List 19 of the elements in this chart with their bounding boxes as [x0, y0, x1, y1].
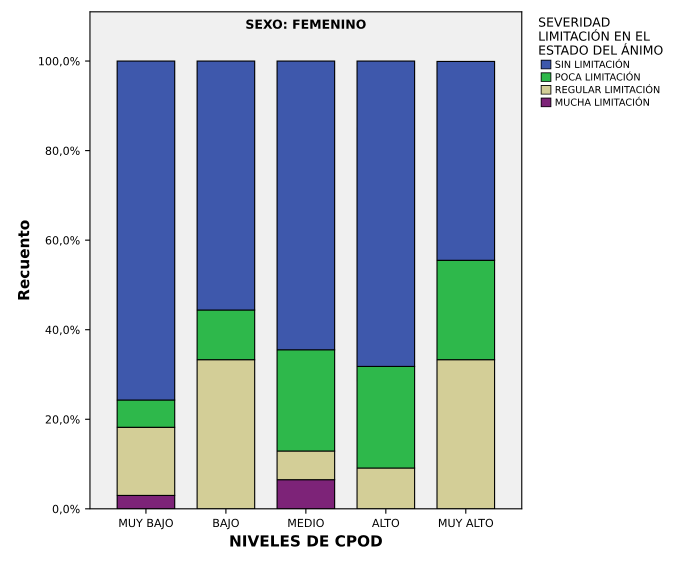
- y-tick-label: 60,0%: [46, 236, 80, 246]
- y-tick-label: 40,0%: [45, 326, 80, 336]
- x-tick-label: BAJO: [213, 518, 239, 530]
- legend-label: REGULAR LIMITACIÓN: [556, 84, 660, 94]
- x-tick-label: MUY ALTO: [438, 518, 494, 528]
- x-tick-label: MEDIO: [288, 518, 324, 528]
- y-axis-title: Recuento: [18, 220, 30, 300]
- y-tick-label: 80,0%: [46, 146, 80, 156]
- x-tick-label: ALTO: [372, 518, 400, 528]
- legend-label: POCA LIMITACIÓN: [556, 71, 640, 81]
- legend-label: MUCHA LIMITACIÓN: [556, 96, 649, 106]
- chart-title: SEXO: FEMENINO: [246, 19, 366, 29]
- y-tick-label: 20,0%: [46, 415, 80, 425]
- y-tick-label: 0,0%: [52, 504, 80, 514]
- legend-title: SEVERIDAD LIMITACIÓN EN EL ESTADO DEL ÁNIMO: [538, 17, 663, 55]
- x-tick-label: MUY BAJO: [119, 518, 173, 530]
- legend-label: SIN LIMITACIÓN: [555, 58, 630, 68]
- x-axis-title: NIVELES DE CPOD: [230, 535, 382, 547]
- y-tick-label: 100,0%: [39, 57, 80, 67]
